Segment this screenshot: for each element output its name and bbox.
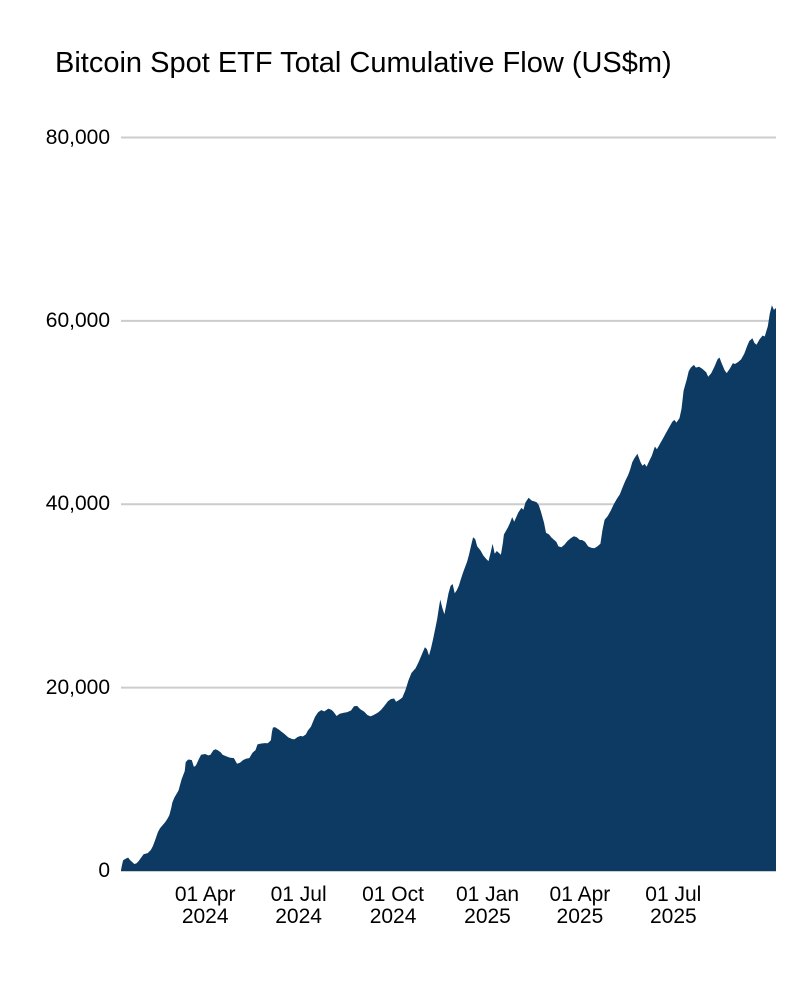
x-axis-tick-label: 01 Jul 2024 <box>234 884 364 928</box>
y-axis-tick-label: 20,000 <box>45 675 110 699</box>
y-axis-tick-label: 0 <box>98 859 110 882</box>
x-axis-tick-date: 01 Oct <box>362 883 424 906</box>
x-axis-tick-label: 01 Jul 2025 <box>608 884 738 928</box>
x-axis-tick-label: 01 Oct 2024 <box>328 884 458 928</box>
x-axis-tick-date: 01 Jan <box>455 883 520 906</box>
y-axis-tick-label: 60,000 <box>45 308 110 332</box>
chart-title: Bitcoin Spot ETF Total Cumulative Flow (… <box>55 47 672 79</box>
x-axis-tick-year: 2024 <box>181 905 229 928</box>
x-axis-tick-year: 2025 <box>649 905 697 928</box>
x-axis-tick-date: 01 Jul <box>645 883 702 906</box>
x-axis-tick-date: 01 Jul <box>270 883 327 906</box>
y-axis: 0 20,000 40,000 60,000 80,000 <box>0 0 110 982</box>
area-series-total-cumulative-flow <box>121 305 776 871</box>
x-axis-tick-date: 01 Apr <box>174 883 236 906</box>
x-axis-tick-label: 01 Apr 2024 <box>140 884 270 928</box>
x-axis-tick-year: 2024 <box>369 905 417 928</box>
x-axis-tick-date: 01 Apr <box>549 883 611 906</box>
x-axis-tick-year: 2025 <box>556 905 604 928</box>
x-axis-tick-year: 2024 <box>275 905 322 928</box>
y-axis-tick-label: 40,000 <box>45 492 110 516</box>
x-axis-tick-label: 01 Apr 2025 <box>515 884 645 928</box>
x-axis-tick-label: 01 Jan 2025 <box>423 884 553 928</box>
x-axis-tick-year: 2025 <box>464 905 511 928</box>
y-axis-tick-label: 80,000 <box>45 125 110 149</box>
